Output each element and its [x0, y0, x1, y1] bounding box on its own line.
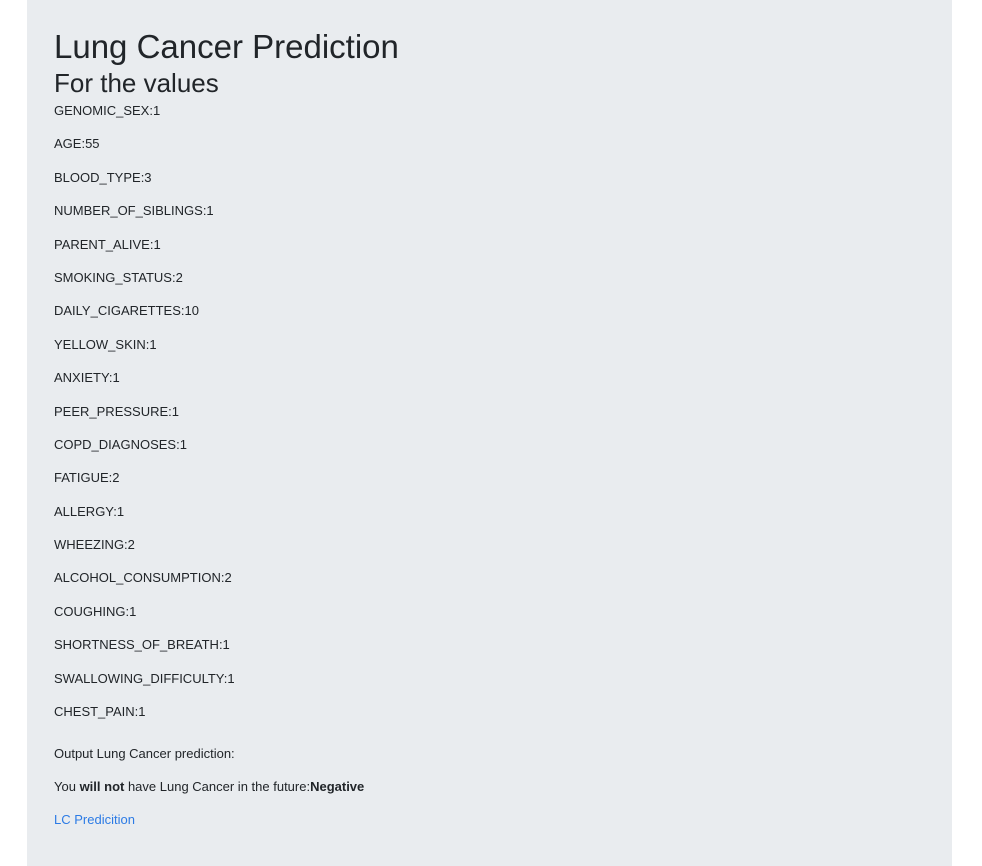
output-heading: Output Lung Cancer prediction: — [54, 746, 235, 762]
value-item: WHEEZING:2 — [54, 537, 135, 553]
main-container: Lung Cancer Prediction For the values GE… — [27, 0, 952, 866]
value-item: PEER_PRESSURE:1 — [54, 403, 179, 419]
value-item: SWALLOWING_DIFFICULTY:1 — [54, 670, 235, 686]
value-item: FATIGUE:2 — [54, 470, 120, 486]
value-item: SHORTNESS_OF_BREATH:1 — [54, 637, 230, 653]
value-item: BLOOD_TYPE:3 — [54, 169, 152, 185]
value-item: COUGHING:1 — [54, 603, 137, 619]
result-emphasis: will not — [79, 779, 125, 795]
output-section: Output Lung Cancer prediction: You will … — [54, 746, 925, 828]
lc-prediction-link[interactable]: LC Predicition — [54, 812, 135, 828]
value-item: DAILY_CIGARETTES:10 — [54, 303, 199, 319]
page-title: Lung Cancer Prediction — [54, 28, 399, 65]
value-item: COPD_DIAGNOSES:1 — [54, 436, 187, 452]
value-item: YELLOW_SKIN:1 — [54, 336, 157, 352]
result-prefix: You — [54, 779, 80, 795]
page-subtitle: For the values — [54, 68, 219, 98]
value-item: GENOMIC_SEX:1 — [54, 103, 161, 118]
value-item: ALCOHOL_CONSUMPTION:2 — [54, 570, 232, 586]
value-item: ANXIETY:1 — [54, 370, 120, 386]
prediction-result-line: You will not have Lung Cancer in the fut… — [54, 779, 925, 795]
value-item: ALLERGY:1 — [54, 503, 125, 519]
value-item: CHEST_PAIN:1 — [54, 704, 146, 720]
value-item: NUMBER_OF_SIBLINGS:1 — [54, 203, 214, 219]
values-list: GENOMIC_SEX:1 AGE:55 BLOOD_TYPE:3 NUMBER… — [54, 103, 925, 720]
result-value: Negative — [310, 779, 365, 795]
result-middle: have Lung Cancer in the future: — [124, 779, 311, 795]
value-item: SMOKING_STATUS:2 — [54, 269, 183, 285]
value-item: AGE:55 — [54, 136, 100, 152]
value-item: PARENT_ALIVE:1 — [54, 236, 161, 252]
